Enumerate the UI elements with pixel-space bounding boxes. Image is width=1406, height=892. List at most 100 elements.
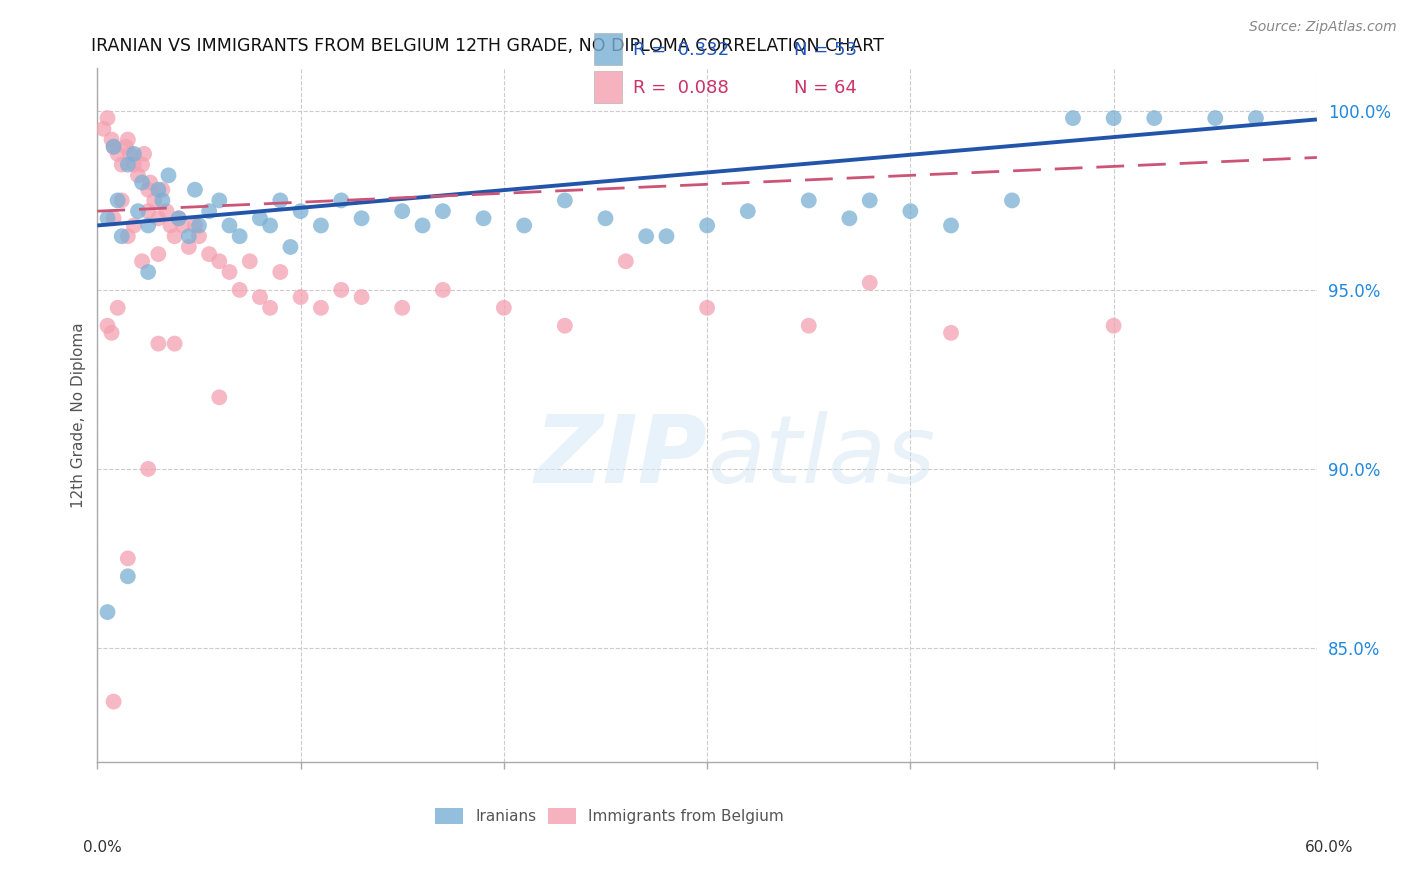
Point <box>103 211 125 226</box>
Point <box>177 240 200 254</box>
Point <box>614 254 637 268</box>
Point <box>259 301 281 315</box>
Point <box>1102 318 1125 333</box>
Point <box>107 147 129 161</box>
Point <box>939 219 962 233</box>
Point <box>554 318 576 333</box>
Point <box>184 183 207 197</box>
Point <box>122 147 145 161</box>
Point <box>696 301 718 315</box>
Point <box>432 204 454 219</box>
Point <box>103 139 125 153</box>
Point <box>127 204 149 219</box>
Text: R =  0.088: R = 0.088 <box>633 78 728 96</box>
Point <box>122 158 145 172</box>
Point <box>163 336 186 351</box>
Point <box>152 183 174 197</box>
Point <box>198 247 221 261</box>
Point <box>898 204 921 219</box>
Point <box>143 194 166 208</box>
Point <box>228 283 250 297</box>
Point <box>111 194 134 208</box>
Point <box>114 139 136 153</box>
Point <box>155 204 177 219</box>
Point <box>309 219 332 233</box>
Point <box>172 219 194 233</box>
FancyBboxPatch shape <box>593 70 621 103</box>
Point <box>177 229 200 244</box>
Point <box>167 211 190 226</box>
Point <box>131 254 153 268</box>
Point <box>184 219 207 233</box>
Point <box>797 194 820 208</box>
Text: 0.0%: 0.0% <box>83 840 122 855</box>
Point <box>269 194 291 208</box>
Point <box>96 211 118 226</box>
Point <box>96 318 118 333</box>
Point <box>391 301 413 315</box>
Point <box>136 204 159 219</box>
Point <box>148 211 170 226</box>
Point <box>136 462 159 476</box>
Point <box>280 240 302 254</box>
Point <box>122 219 145 233</box>
Point <box>159 219 181 233</box>
Point <box>163 229 186 244</box>
Point <box>1204 111 1226 125</box>
Point <box>136 219 159 233</box>
Point <box>859 194 882 208</box>
Point <box>737 204 759 219</box>
Point <box>96 111 118 125</box>
Point <box>167 211 190 226</box>
Point <box>330 194 353 208</box>
Point <box>269 265 291 279</box>
Point <box>111 229 134 244</box>
Point <box>188 229 211 244</box>
Point <box>157 169 180 183</box>
Text: IRANIAN VS IMMIGRANTS FROM BELGIUM 12TH GRADE, NO DIPLOMA CORRELATION CHART: IRANIAN VS IMMIGRANTS FROM BELGIUM 12TH … <box>91 37 884 55</box>
Point <box>139 176 162 190</box>
Point <box>218 219 240 233</box>
Point <box>290 204 312 219</box>
Point <box>838 211 860 226</box>
Text: N = 53: N = 53 <box>794 41 858 59</box>
Point <box>198 204 221 219</box>
Point <box>107 301 129 315</box>
Point <box>218 265 240 279</box>
Point <box>228 229 250 244</box>
Point <box>1244 111 1267 125</box>
Point <box>1143 111 1166 125</box>
Point <box>239 254 262 268</box>
Text: R =  0.332: R = 0.332 <box>633 41 728 59</box>
Point <box>492 301 515 315</box>
Point <box>103 695 125 709</box>
Point <box>107 194 129 208</box>
Point <box>131 158 153 172</box>
Point <box>96 605 118 619</box>
Point <box>249 211 271 226</box>
Point <box>208 254 231 268</box>
Point <box>330 283 353 297</box>
Point <box>472 211 495 226</box>
Point <box>249 290 271 304</box>
Point <box>117 158 139 172</box>
Point <box>117 132 139 146</box>
Point <box>1102 111 1125 125</box>
Point <box>309 301 332 315</box>
Point <box>595 211 617 226</box>
Point <box>136 183 159 197</box>
Point <box>148 336 170 351</box>
Text: N = 64: N = 64 <box>794 78 858 96</box>
Point <box>118 147 141 161</box>
Point <box>208 194 231 208</box>
Point <box>259 219 281 233</box>
Point <box>513 219 536 233</box>
Point <box>290 290 312 304</box>
Point <box>148 183 170 197</box>
Point <box>93 121 115 136</box>
Point <box>939 326 962 340</box>
Point <box>100 132 122 146</box>
Point <box>131 176 153 190</box>
Point <box>136 265 159 279</box>
Point <box>1062 111 1084 125</box>
